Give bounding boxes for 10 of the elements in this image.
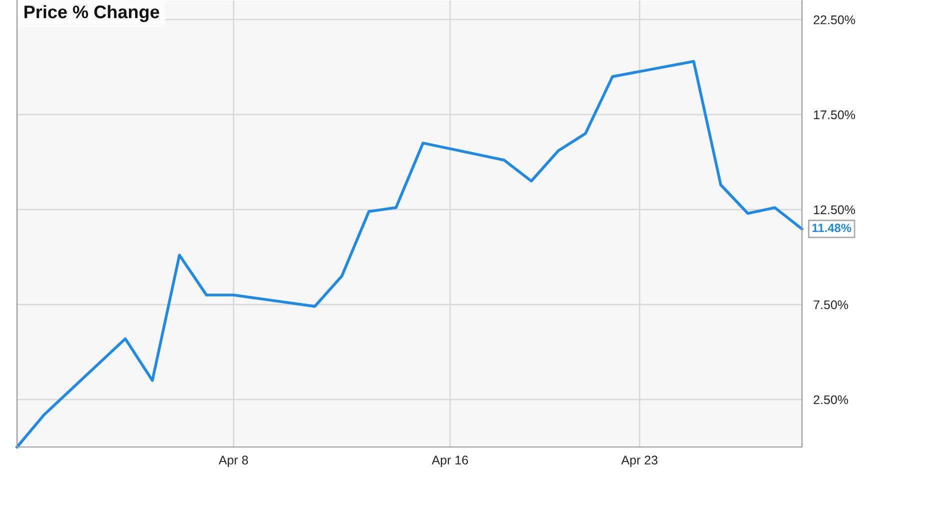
y-tick-label: 2.50% (814, 395, 848, 404)
chart-title: Price % Change (24, 5, 160, 22)
x-tick-label: Apr 8 (218, 456, 248, 467)
y-tick-label: 12.50% (814, 205, 856, 214)
y-tick-label: 7.50% (814, 300, 848, 310)
y-tick-label: 17.50% (814, 110, 856, 120)
data-label: 11.48% (812, 224, 852, 232)
x-tick-label: Apr 16 (432, 456, 468, 467)
y-tick-label: 22.50% (814, 15, 856, 24)
x-tick-label: Apr 23 (621, 456, 658, 467)
